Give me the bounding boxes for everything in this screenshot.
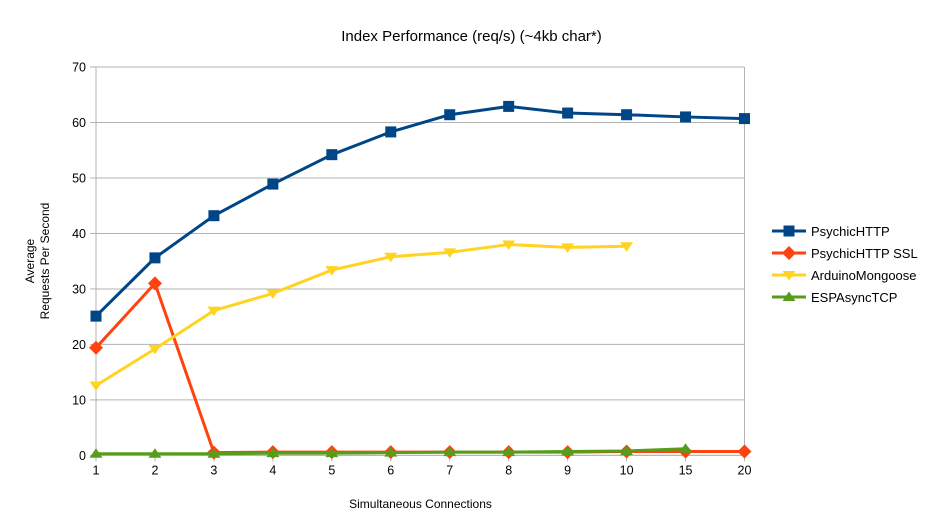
legend-label: PsychicHTTP SSL <box>811 245 918 261</box>
legend-swatch-triangle-up-icon <box>772 291 806 301</box>
y-tick-label: 50 <box>72 171 86 185</box>
data-point-ArduinoMongoose <box>148 344 162 355</box>
data-point-ArduinoMongoose <box>443 248 457 258</box>
data-point-ArduinoMongoose <box>620 242 634 252</box>
legend-swatch-square-icon <box>772 225 806 237</box>
x-axis-title: Simultaneous Connections <box>349 497 492 511</box>
legend-item: ESPAsyncTCP <box>772 289 918 305</box>
data-point-ArduinoMongoose <box>325 266 339 276</box>
data-point-ArduinoMongoose <box>561 243 575 253</box>
x-tick-label: 15 <box>679 463 693 477</box>
x-tick-label: 3 <box>210 463 217 477</box>
legend-label: PsychicHTTP <box>811 223 890 239</box>
legend: PsychicHTTP PsychicHTTP SSL ArduinoMongoos… <box>772 223 918 305</box>
data-point-PsychicHTTP <box>621 109 633 121</box>
legend-label: ESPAsyncTCP <box>811 289 898 305</box>
x-tick-label: 1 <box>93 463 100 477</box>
data-point-PsychicHTTP <box>149 252 161 264</box>
y-tick-label: 10 <box>72 393 86 407</box>
series-line-ArduinoMongoose <box>95 243 627 387</box>
data-point-PsychicHTTP <box>562 107 574 119</box>
x-tick-label: 20 <box>738 463 752 477</box>
data-point-ESPAsyncTCP <box>443 446 457 457</box>
data-point-PsychicHTTP <box>680 111 692 123</box>
data-point-PsychicHTTP <box>444 109 456 121</box>
legend-item: PsychicHTTP <box>772 223 918 239</box>
data-point-ESPAsyncTCP <box>620 445 634 455</box>
data-point-ESPAsyncTCP <box>266 447 280 458</box>
data-point-PsychicHTTP <box>90 310 102 322</box>
data-point-ESPAsyncTCP <box>502 446 516 457</box>
data-point-ESPAsyncTCP <box>207 448 221 458</box>
data-point-ESPAsyncTCP <box>561 446 575 456</box>
data-point-PsychicHTTP <box>326 149 338 161</box>
data-point-ESPAsyncTCP <box>325 447 339 458</box>
legend-swatch-diamond-icon <box>772 246 806 260</box>
data-point-PsychicHTTP-SSL <box>737 444 752 459</box>
x-tick-label: 10 <box>620 463 634 477</box>
x-tick-label: 5 <box>328 463 335 477</box>
data-point-PsychicHTTP <box>385 126 397 138</box>
data-point-ArduinoMongoose <box>207 306 221 317</box>
y-tick-label: 20 <box>72 338 86 352</box>
data-point-PsychicHTTP <box>208 210 220 222</box>
legend-swatch-triangle-down-icon <box>772 271 806 281</box>
x-tick-label: 7 <box>446 463 453 477</box>
data-point-PsychicHTTP <box>739 113 750 125</box>
data-point-PsychicHTTP-SSL <box>89 340 103 355</box>
y-axis-title-line1: Average <box>23 238 37 284</box>
x-tick-label: 2 <box>151 463 158 477</box>
y-tick-label: 40 <box>72 227 86 241</box>
legend-label: ArduinoMongoose <box>811 267 917 283</box>
data-point-PsychicHTTP <box>503 100 515 112</box>
x-tick-label: 9 <box>564 463 571 477</box>
legend-item: ArduinoMongoose <box>772 267 918 283</box>
data-point-ESPAsyncTCP <box>89 448 103 458</box>
data-point-ESPAsyncTCP <box>148 448 162 458</box>
chart-title: Index Performance (req/s) (~4kb char*) <box>341 28 602 45</box>
series-line-PsychicHTTP-SSL <box>94 281 745 455</box>
data-point-ArduinoMongoose <box>266 289 280 299</box>
data-point-PsychicHTTP <box>267 178 279 190</box>
y-tick-label: 30 <box>72 282 86 296</box>
y-axis-title-line2: Requests Per Second <box>38 202 52 320</box>
x-tick-label: 4 <box>269 463 276 477</box>
data-point-ESPAsyncTCP <box>679 443 693 453</box>
legend-item: PsychicHTTP SSL <box>772 245 918 261</box>
y-tick-label: 70 <box>72 61 86 75</box>
y-tick-label: 60 <box>72 116 86 130</box>
data-point-ESPAsyncTCP <box>384 447 398 457</box>
data-point-ArduinoMongoose <box>384 252 398 263</box>
y-tick-label: 0 <box>79 449 86 463</box>
data-point-ArduinoMongoose <box>89 381 103 391</box>
series-line-PsychicHTTP <box>94 104 745 318</box>
x-tick-label: 6 <box>387 463 394 477</box>
data-point-PsychicHTTP-SSL <box>147 276 162 291</box>
data-point-ArduinoMongoose <box>502 240 516 251</box>
x-tick-label: 8 <box>505 463 512 477</box>
